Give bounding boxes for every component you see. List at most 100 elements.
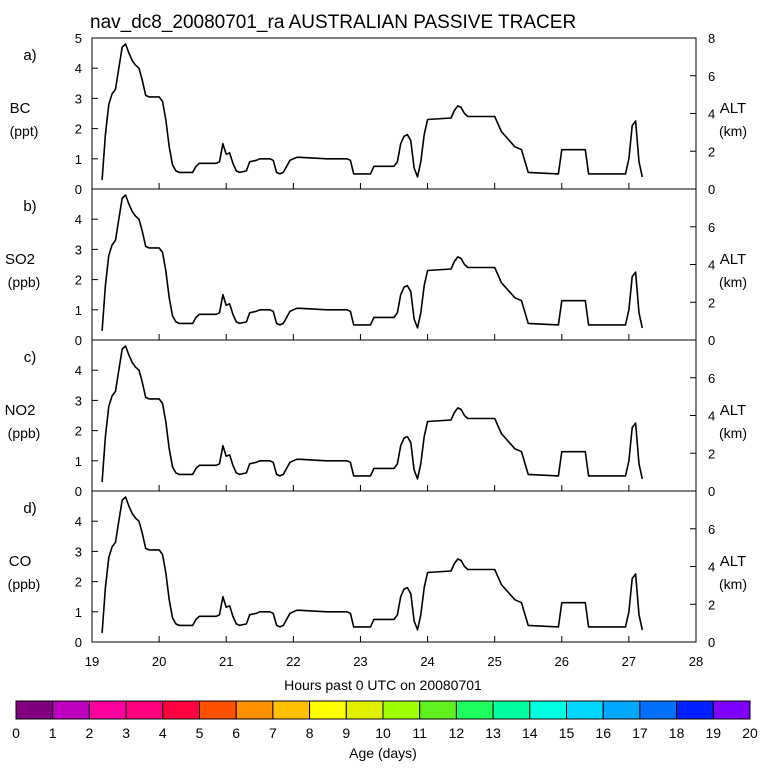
colorbar-tick-label: 17	[632, 725, 648, 741]
colorbar-tick-label: 12	[449, 725, 465, 741]
colorbar-swatch	[345, 700, 384, 720]
x-tick-label: 23	[353, 654, 367, 669]
series-line	[101, 345, 644, 482]
right-axis-label: ALT	[720, 553, 746, 570]
left-axis-units: (ppb)	[8, 425, 41, 441]
left-tick-label: 0	[75, 484, 82, 499]
right-tick-label: 2	[708, 144, 715, 159]
age-colorbar: 0 1 2 3 4 5 6 7 8 9 10 11 12 13 14 15 16 17 18 19 20	[12, 700, 758, 741]
right-tick-label: 4	[708, 107, 715, 122]
left-tick-label: 4	[75, 363, 82, 378]
colorbar-swatch	[529, 700, 567, 720]
colorbar-tick-label: 16	[595, 725, 611, 741]
colorbar-swatch	[52, 700, 90, 720]
left-tick-label: 5	[75, 31, 82, 46]
right-tick-label: 6	[708, 220, 715, 235]
colorbar-swatch	[88, 700, 127, 720]
right-tick-label: 6	[708, 69, 715, 84]
colorbar-swatch	[566, 700, 604, 720]
right-tick-label: 2	[708, 597, 715, 612]
left-tick-label: 2	[75, 122, 82, 137]
colorbar-tick-label: 6	[232, 725, 240, 741]
colorbar-swatch	[455, 700, 494, 720]
colorbar-swatch	[676, 700, 714, 720]
colorbar-swatch	[419, 700, 457, 720]
colorbar-swatch	[125, 700, 164, 720]
colorbar-swatch	[602, 700, 641, 720]
left-axis-label: NO2	[5, 402, 36, 419]
x-tick-label: 27	[622, 654, 636, 669]
right-tick-label: 0	[708, 333, 715, 348]
right-axis-units: (km)	[719, 425, 747, 441]
colorbar-tick-label: 13	[485, 725, 501, 741]
colorbar-swatch	[492, 700, 531, 720]
left-axis-units: (ppb)	[8, 274, 41, 290]
left-axis-units: (ppb)	[8, 576, 41, 592]
right-axis-units: (km)	[719, 576, 747, 592]
panels: 01234502468a)BC(ppt)ALT(km)012340246b)SO…	[5, 31, 747, 669]
right-tick-label: 2	[708, 446, 715, 461]
left-tick-label: 2	[75, 273, 82, 288]
panel-4: 0 1 2 3 4 0 2 4 6 d) CO (ppb) ALT (km)	[8, 490, 747, 650]
right-axis-label: ALT	[720, 251, 746, 268]
left-tick-label: 4	[75, 514, 82, 529]
left-axis-label: BC	[10, 100, 31, 117]
left-tick-label: 1	[75, 605, 82, 620]
right-tick-label: 0	[708, 635, 715, 650]
colorbar-swatch	[199, 700, 237, 720]
colorbar-tick-label: 8	[306, 725, 314, 741]
colorbar-tick-label: 7	[269, 725, 277, 741]
colorbar-tick-label: 18	[669, 725, 685, 741]
colorbar-swatch	[309, 700, 347, 720]
right-axis-label: ALT	[720, 100, 746, 117]
right-axis-label: ALT	[720, 402, 746, 419]
left-axis-units: (ppt)	[10, 123, 39, 139]
right-axis-units: (km)	[719, 123, 747, 139]
left-axis-label: SO2	[5, 251, 35, 268]
left-tick-label: 2	[75, 575, 82, 590]
right-tick-label: 4	[708, 560, 715, 575]
colorbar-tick-label: 10	[375, 725, 391, 741]
panel-2: 0 1 2 3 4 0 2 4 6 b) SO2 (ppb) ALT (km)	[5, 188, 747, 348]
left-tick-label: 4	[75, 61, 82, 76]
x-tick-label: 21	[219, 654, 233, 669]
right-tick-label: 6	[708, 522, 715, 537]
colorbar-tick-label: 15	[559, 725, 575, 741]
right-tick-label: 0	[708, 182, 715, 197]
panel-1: 0 1 2 3 4 5 0 2 4 6 8 a) BC (ppt) ALT (km)	[10, 31, 747, 197]
left-axis-label: CO	[9, 553, 32, 570]
left-tick-label: 3	[75, 544, 82, 559]
colorbar-label: Age (days)	[349, 745, 417, 761]
panel-label: b)	[23, 198, 36, 215]
colorbar-tick-label: 20	[742, 725, 758, 741]
colorbar-swatch	[639, 700, 678, 720]
left-tick-label: 3	[75, 91, 82, 106]
left-tick-label: 1	[75, 152, 82, 167]
right-tick-label: 4	[708, 409, 715, 424]
colorbar-tick-label: 5	[196, 725, 204, 741]
colorbar-swatch	[235, 700, 274, 720]
panel-3: 0 1 2 3 4 0 2 4 6 c) NO2 (ppb) ALT (km)	[5, 339, 747, 499]
panel-label: d)	[23, 500, 36, 517]
left-tick-label: 1	[75, 454, 82, 469]
right-tick-label: 0	[708, 484, 715, 499]
x-tick-label: 22	[286, 654, 300, 669]
figure-title: nav_dc8_20080701_ra AUSTRALIAN PASSIVE T…	[90, 12, 576, 33]
right-tick-label: 6	[708, 371, 715, 386]
series-line	[101, 496, 644, 633]
right-tick-label: 4	[708, 258, 715, 273]
left-tick-label: 3	[75, 242, 82, 257]
colorbar-tick-label: 4	[159, 725, 167, 741]
x-tick-label: 28	[689, 654, 703, 669]
series-line	[101, 43, 644, 180]
x-tick-label: 19	[85, 654, 99, 669]
colorbar-tick-label: 14	[522, 725, 538, 741]
left-tick-label: 3	[75, 393, 82, 408]
left-tick-label: 1	[75, 303, 82, 318]
right-tick-label: 8	[708, 31, 715, 46]
x-axis-label: Hours past 0 UTC on 20080701	[284, 677, 482, 693]
panel-label: c)	[24, 349, 37, 366]
colorbar-tick-label: 1	[49, 725, 57, 741]
colorbar-tick-label: 19	[706, 725, 722, 741]
